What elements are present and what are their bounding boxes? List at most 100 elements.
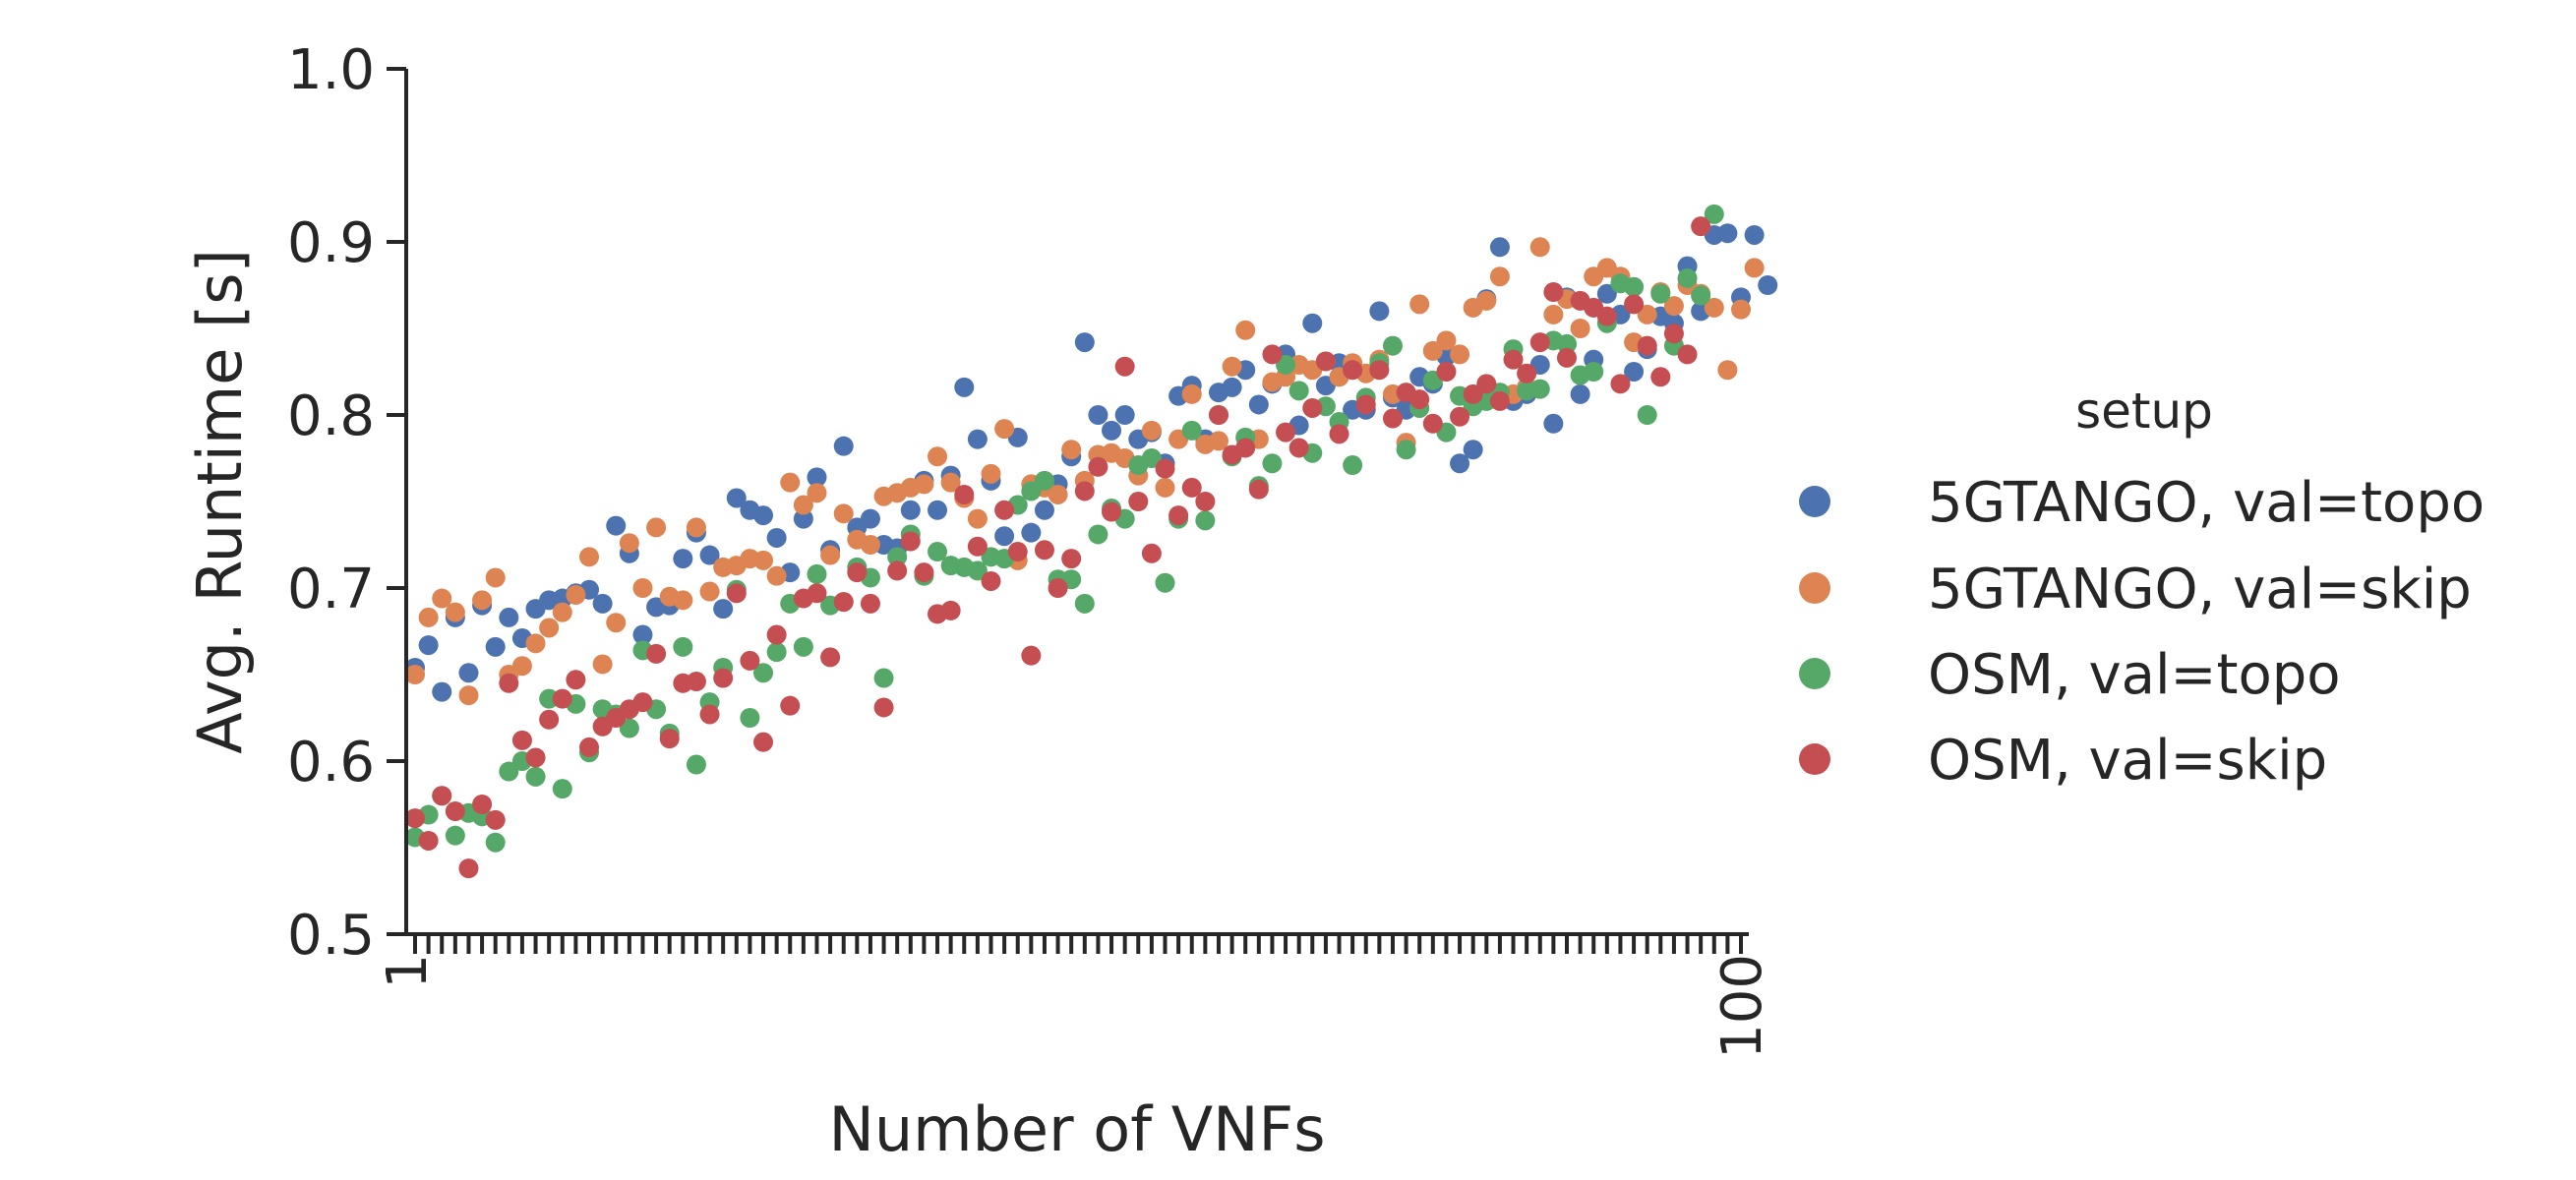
data-point xyxy=(1222,377,1242,397)
data-point xyxy=(1061,440,1082,460)
data-point xyxy=(1529,332,1550,353)
data-point xyxy=(1691,285,1711,306)
y-axis-ticks: 0.5 0.6 0.7 0.8 0.9 1.0 xyxy=(287,38,406,968)
data-point xyxy=(1637,335,1657,356)
data-point xyxy=(445,801,465,822)
data-point xyxy=(525,766,546,787)
data-point xyxy=(619,718,639,738)
data-point xyxy=(994,419,1015,440)
data-point xyxy=(1343,455,1363,476)
data-point xyxy=(405,808,425,829)
data-point xyxy=(1650,367,1671,387)
data-point xyxy=(1624,276,1645,297)
data-point xyxy=(954,377,975,397)
data-point xyxy=(445,825,465,846)
data-point xyxy=(673,590,693,611)
data-point xyxy=(606,515,627,536)
data-point xyxy=(981,463,1001,484)
data-point xyxy=(900,500,921,520)
data-point xyxy=(1235,438,1256,458)
data-point xyxy=(1155,477,1175,498)
data-point xyxy=(1288,438,1309,458)
data-point xyxy=(499,673,519,693)
data-point xyxy=(1463,440,1483,460)
data-point xyxy=(1476,290,1497,311)
data-point xyxy=(472,590,493,611)
data-point xyxy=(485,832,506,853)
data-point xyxy=(1704,204,1724,224)
data-point xyxy=(1048,578,1068,598)
data-point xyxy=(873,697,894,718)
data-point xyxy=(807,467,827,488)
data-point xyxy=(847,562,868,583)
legend-label: OSM, val=skip xyxy=(1928,729,2327,793)
data-point xyxy=(807,583,827,604)
data-point xyxy=(1128,492,1149,511)
data-point xyxy=(1021,522,1042,543)
data-point xyxy=(967,508,988,529)
data-point xyxy=(1248,479,1269,500)
data-point xyxy=(418,830,439,851)
data-point xyxy=(1691,216,1711,237)
data-point xyxy=(833,503,854,524)
data-point xyxy=(1276,422,1296,442)
y-axis-title: Avg. Runtime [s] xyxy=(184,249,256,754)
data-point xyxy=(1584,362,1604,382)
data-point xyxy=(1262,344,1283,365)
data-point xyxy=(1329,424,1349,444)
data-point xyxy=(793,495,813,515)
x-tick-label-last: 100 xyxy=(1710,954,1774,1059)
data-point xyxy=(1758,275,1778,295)
data-point xyxy=(619,533,639,554)
data-point xyxy=(511,656,532,677)
data-point xyxy=(713,668,734,688)
data-point xyxy=(418,607,439,627)
data-point xyxy=(1074,332,1095,353)
data-point xyxy=(1021,645,1042,666)
data-point xyxy=(1088,456,1108,477)
data-point xyxy=(1102,502,1122,522)
data-point xyxy=(1663,324,1684,344)
data-point xyxy=(753,732,774,752)
data-point xyxy=(1195,510,1216,531)
plot-points xyxy=(405,204,1778,879)
data-point xyxy=(673,549,693,569)
data-point xyxy=(566,670,586,690)
data-point xyxy=(1355,394,1376,415)
data-point xyxy=(1235,320,1256,340)
data-point xyxy=(860,593,880,614)
data-point xyxy=(740,650,760,671)
y-tick-label: 0.9 xyxy=(287,211,375,275)
data-point xyxy=(539,618,560,638)
data-point xyxy=(1155,572,1175,593)
data-point xyxy=(1436,362,1457,382)
data-point xyxy=(1663,296,1684,317)
data-point xyxy=(552,688,572,709)
x-axis-ticks xyxy=(413,934,1743,954)
data-point xyxy=(900,531,921,552)
data-point xyxy=(1450,453,1470,474)
data-point xyxy=(646,643,667,664)
data-point xyxy=(632,624,653,645)
data-point xyxy=(713,599,734,620)
data-point xyxy=(753,663,774,683)
data-point xyxy=(726,488,747,508)
data-point xyxy=(632,578,653,598)
data-point xyxy=(1489,237,1510,258)
data-point xyxy=(1543,413,1564,434)
data-point xyxy=(940,472,961,493)
data-point xyxy=(1463,384,1483,404)
data-point xyxy=(458,663,479,683)
data-point xyxy=(994,526,1015,547)
data-point xyxy=(954,484,975,504)
data-point xyxy=(740,708,760,728)
data-point xyxy=(1034,500,1054,520)
data-point xyxy=(445,602,465,622)
data-point xyxy=(1181,384,1202,404)
data-point xyxy=(1436,330,1457,351)
data-point xyxy=(699,545,720,565)
data-point xyxy=(1276,354,1296,375)
data-point xyxy=(405,665,425,684)
data-point xyxy=(1181,420,1202,441)
data-point xyxy=(1717,360,1738,381)
